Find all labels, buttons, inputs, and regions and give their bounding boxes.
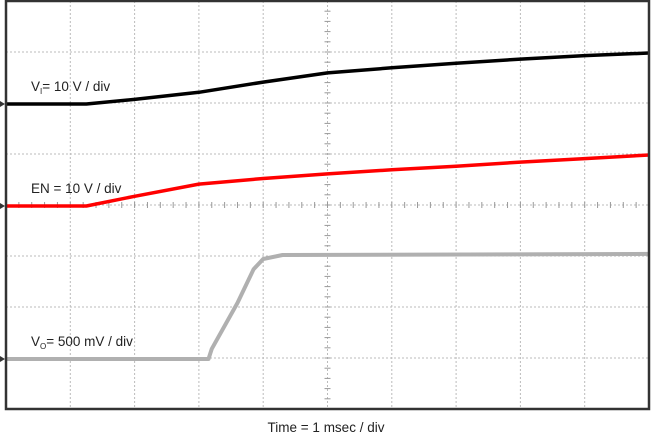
trace-2 — [6, 153, 650, 208]
ground-marker-1 — [0, 101, 5, 107]
trace-3 — [6, 251, 650, 361]
trace-label-1: VI= 10 V / div — [31, 79, 110, 96]
x-axis-label: Time = 1 msec / div — [268, 420, 385, 434]
trace-label-3: VO= 500 mV / div — [31, 334, 133, 351]
trace-label-2: EN = 10 V / div — [31, 181, 122, 196]
ground-marker-3 — [0, 356, 5, 362]
trace-1 — [6, 51, 650, 106]
plot-frame — [4, 0, 651, 411]
ground-marker-2 — [0, 203, 5, 209]
